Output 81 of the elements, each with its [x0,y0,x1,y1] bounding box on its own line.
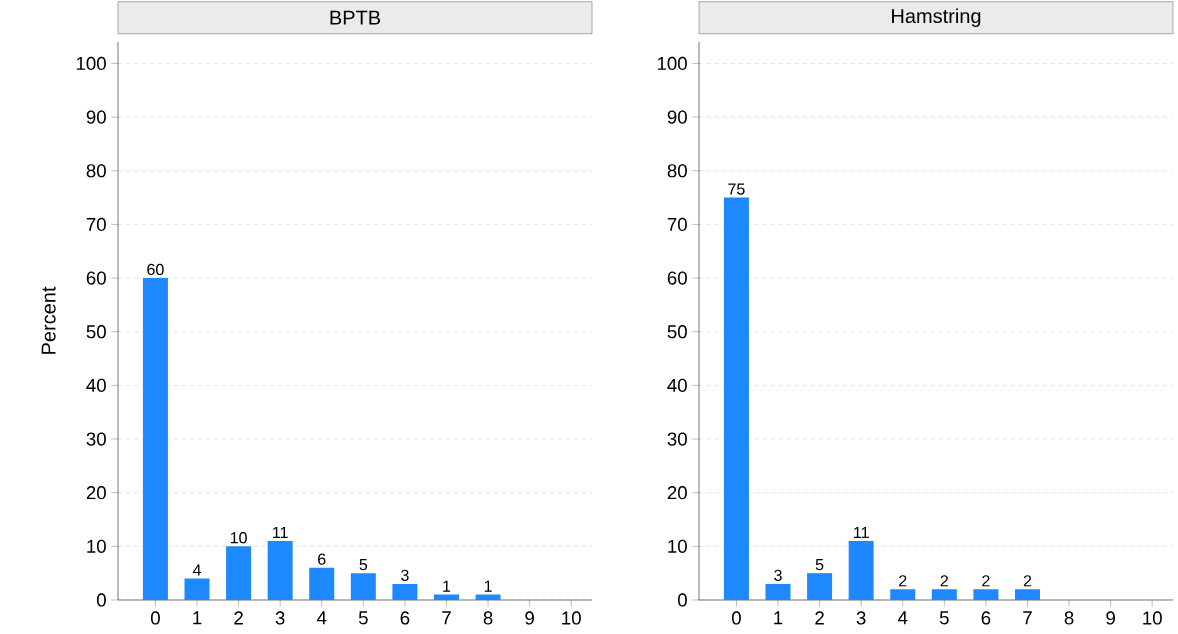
bar [890,589,916,600]
x-tick-label: 0 [731,611,741,625]
data-label: 1 [484,580,492,592]
bar [931,589,957,600]
x-tick-label: 5 [939,611,949,625]
data-label: 4 [192,564,201,576]
y-tick-label: 20 [86,486,106,500]
x-tick-label: 5 [358,611,368,625]
x-tick-label: 7 [1023,611,1032,625]
x-tick-label: 2 [815,611,824,625]
data-label: 2 [940,575,948,587]
y-tick-label: 10 [87,539,106,553]
y-tick-label: 30 [86,432,106,446]
bar [350,573,376,600]
data-label: 1 [443,580,451,592]
x-tick-label: 3 [275,611,285,625]
bar [309,567,335,600]
x-tick-label: 6 [400,611,410,625]
y-tick-label: 70 [86,217,106,232]
y-tick-label: 40 [667,378,687,392]
data-label: 3 [774,569,782,581]
y-tick-label: 70 [667,217,687,232]
bar [765,583,791,600]
y-tick-label: 30 [667,432,687,446]
data-label: 2 [1023,575,1032,587]
y-tick-label: 60 [86,271,106,285]
chart-title: Hamstring [892,8,981,28]
y-tick-label: 20 [667,486,687,500]
y-tick-label: 100 [76,56,106,71]
x-tick-label: 9 [1106,611,1115,625]
data-label: 11 [854,527,869,539]
y-axis-title: Percent [41,286,56,354]
x-tick-label: 9 [525,611,534,625]
bar [807,573,833,600]
y-tick-label: 90 [86,110,106,124]
x-tick-label: 1 [774,611,783,625]
y-tick-label: 10 [668,539,687,553]
bar [184,578,210,600]
y-tick-label: 0 [96,593,106,607]
data-label: 2 [982,575,990,587]
y-tick-label: 100 [657,56,687,71]
data-label: 60 [147,263,164,276]
y-tick-label: 60 [667,271,687,285]
bar [475,594,501,600]
y-tick-label: 90 [667,110,687,124]
bar [433,594,459,600]
data-label: 10 [230,532,247,544]
x-tick-label: 1 [193,611,202,625]
x-tick-label: 8 [1064,611,1074,625]
x-tick-label: 8 [483,611,493,625]
bar [392,583,418,600]
data-label: 6 [318,553,326,565]
bar [1014,589,1040,600]
y-tick-label: 50 [86,325,106,339]
data-label: 11 [273,527,288,539]
y-tick-label: 40 [86,378,106,392]
x-tick-label: 4 [897,611,908,625]
data-label: 5 [815,559,824,571]
x-tick-label: 2 [234,611,243,625]
data-label: 75 [728,183,745,195]
x-tick-label: 4 [316,611,327,625]
bar [226,546,252,600]
x-tick-label: 10 [562,611,581,625]
x-tick-label: 3 [856,611,866,625]
bar [267,540,293,600]
x-tick-label: 0 [150,611,160,625]
y-tick-label: 80 [667,164,687,178]
chart-title: BPTB [330,10,381,25]
y-tick-label: 80 [86,164,106,178]
bar [723,197,749,600]
y-tick-label: 50 [667,325,687,339]
bar [142,278,168,600]
x-tick-label: 7 [442,611,451,625]
x-tick-label: 6 [981,611,991,625]
data-label: 5 [359,559,368,571]
bar [973,589,999,600]
data-label: 3 [401,569,409,581]
bar [848,540,874,600]
data-label: 2 [899,575,907,587]
x-tick-label: 10 [1143,611,1162,625]
y-tick-label: 0 [677,593,687,607]
